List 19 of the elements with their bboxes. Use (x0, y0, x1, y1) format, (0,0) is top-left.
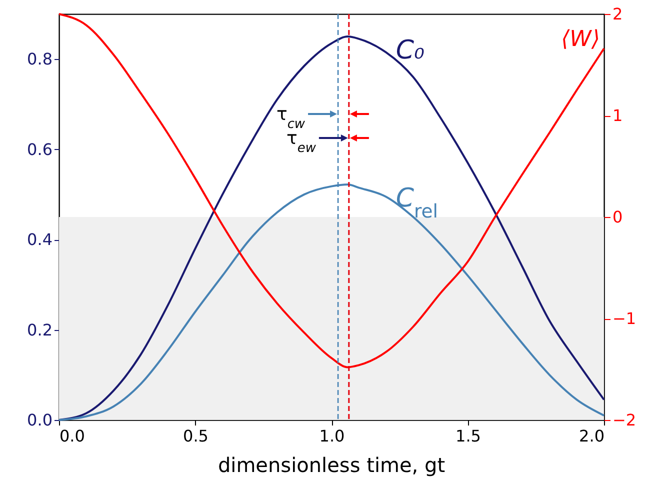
y-tick-label: 0.6 (27, 140, 52, 159)
x-tick-label: 1.0 (319, 426, 345, 446)
y-tick-label: 0.2 (27, 320, 52, 340)
x-tick-label: 0.0 (60, 426, 85, 446)
x-tick-label: 1.5 (456, 426, 481, 446)
y-tick-label: 0.0 (27, 410, 52, 430)
x-tick-label: 2.0 (579, 426, 604, 446)
y2-tick-label: 2 (612, 4, 623, 24)
series-label: C₀ (396, 36, 426, 66)
series-label: ⟨W⟩ (561, 27, 600, 52)
x-tick-label: 0.5 (183, 426, 208, 446)
y-tick-label: 0.8 (27, 50, 52, 69)
y2-tick-label: 0 (612, 208, 623, 226)
y2-tick-label: −2 (612, 410, 636, 430)
y2-tick-label: 1 (612, 106, 623, 125)
series-label: C$_{rel}$ (396, 184, 438, 222)
x-axis-title: dimensionless time, gt (218, 453, 446, 477)
y-tick-label: 0.4 (27, 230, 52, 250)
y2-tick-label: −1 (612, 309, 636, 328)
